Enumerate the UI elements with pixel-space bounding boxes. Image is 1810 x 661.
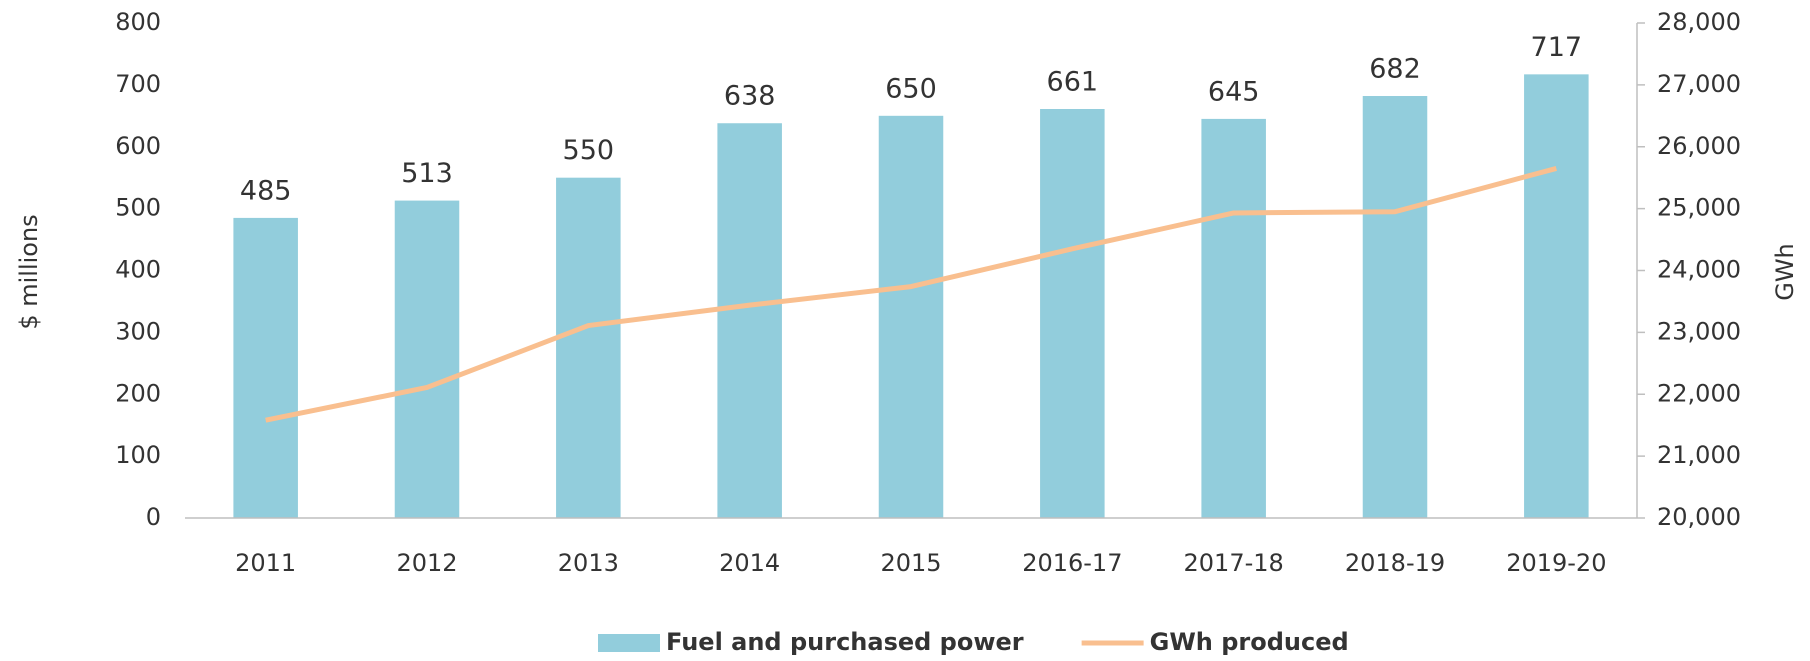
y-tick-label: 500 (115, 194, 161, 222)
y-tick-label: 300 (115, 317, 161, 345)
x-tick-label: 2019-20 (1506, 549, 1606, 577)
bar (233, 217, 298, 518)
y-axis-label: $ millions (15, 214, 43, 329)
y-tick-label: 700 (115, 70, 161, 98)
bar (1362, 96, 1428, 518)
y2-tick-label: 28,000 (1657, 8, 1741, 36)
data-label: 717 (1531, 32, 1583, 63)
x-tick-label: 2018-19 (1345, 549, 1445, 577)
bar (1201, 118, 1266, 518)
y2-tick-label: 25,000 (1657, 194, 1741, 222)
legend-label: GWh produced (1150, 628, 1349, 656)
x-tick-label: 2017-18 (1184, 549, 1284, 577)
x-tick-label: 2015 (880, 549, 941, 577)
y-tick-label: 800 (115, 8, 161, 36)
y-tick-label: 0 (146, 503, 161, 531)
x-tick-label: 2013 (558, 549, 619, 577)
x-tick-label: 2011 (235, 549, 296, 577)
y-tick-label: 600 (115, 132, 161, 160)
data-label: 661 (1047, 67, 1099, 98)
bar (394, 200, 460, 519)
y2-tick-label: 22,000 (1657, 379, 1741, 407)
data-label: 645 (1208, 76, 1260, 107)
line (265, 165, 1557, 423)
y-tick-label: 200 (115, 379, 161, 407)
legend-label: Fuel and purchased power (666, 628, 1024, 656)
y2-axis-label: GWh (1771, 243, 1799, 301)
data-label: 638 (724, 81, 776, 112)
y2-tick-label: 24,000 (1657, 256, 1741, 284)
y2-tick-label: 21,000 (1657, 441, 1741, 469)
x-tick-label: 2012 (396, 549, 457, 577)
y-tick-label: 100 (115, 441, 161, 469)
data-label: 682 (1369, 54, 1421, 85)
bar (556, 177, 621, 518)
y2-tick-label: 26,000 (1657, 132, 1741, 160)
legend-swatch (598, 634, 660, 652)
bar (1524, 74, 1589, 518)
data-label: 650 (885, 73, 937, 104)
y2-tick-label: 23,000 (1657, 317, 1741, 345)
data-label: 550 (563, 135, 615, 166)
y2-tick-label: 27,000 (1657, 70, 1741, 98)
data-label: 513 (401, 158, 453, 189)
data-label: 485 (240, 175, 292, 206)
x-tick-label: 2016-17 (1022, 549, 1122, 577)
y2-tick-label: 20,000 (1657, 503, 1741, 531)
bar (878, 115, 944, 518)
x-tick-label: 2014 (719, 549, 780, 577)
bar (717, 123, 782, 519)
y-tick-label: 400 (115, 256, 161, 284)
bar (1040, 109, 1105, 518)
